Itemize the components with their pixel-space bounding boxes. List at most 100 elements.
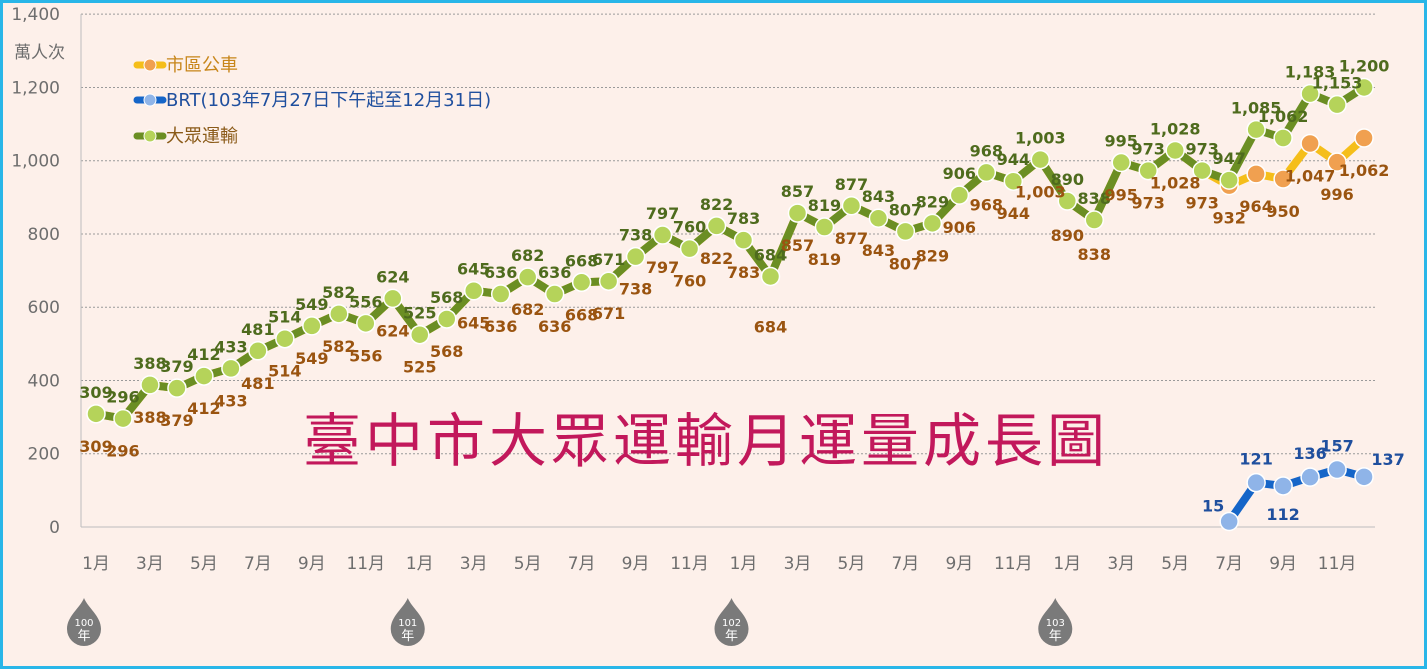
data-label: 973 — [1185, 194, 1218, 213]
series-layer — [86, 77, 1374, 532]
data-label: 136 — [1293, 444, 1326, 463]
data-label: 582 — [322, 337, 355, 356]
data-point — [490, 284, 511, 304]
data-point — [1030, 149, 1051, 170]
year-marker: 103年 — [1038, 598, 1073, 646]
data-point — [1003, 171, 1024, 191]
data-label: 645 — [457, 314, 490, 333]
data-label: 556 — [349, 292, 382, 311]
data-label: 671 — [592, 304, 625, 323]
data-point — [1273, 169, 1293, 189]
legend-label: 大眾運輸 — [166, 126, 238, 147]
data-label: 481 — [241, 320, 274, 339]
data-point — [679, 238, 700, 259]
x-tick-label: 9月 — [298, 554, 326, 574]
legend-entry: BRT(103年7月27日下午起至12月31日) — [133, 90, 491, 111]
y-tick-label: 200 — [28, 445, 60, 465]
data-label: 525 — [403, 304, 436, 323]
data-point — [1084, 210, 1105, 230]
data-point — [787, 203, 808, 223]
data-label: 822 — [700, 195, 733, 214]
data-label: 973 — [1132, 194, 1165, 213]
data-label: 843 — [862, 187, 895, 206]
chart-svg: 0 200 400 600 800 1,000 1,200 1,400 萬人次 1月 3月 5月 7… — [11, 5, 1405, 646]
data-label: 684 — [754, 317, 787, 336]
x-tick-label: 7月 — [244, 554, 272, 574]
data-label: 947 — [1212, 149, 1245, 168]
y-tick-label: 1,200 — [11, 78, 60, 98]
data-label: 843 — [862, 241, 895, 260]
data-label: 121 — [1239, 450, 1272, 469]
data-label: 671 — [592, 250, 625, 269]
data-label: 568 — [430, 288, 463, 307]
data-label: 296 — [106, 442, 139, 461]
data-label: 1,085 — [1231, 99, 1282, 118]
data-point — [1246, 119, 1266, 140]
x-tick-label: 9月 — [1269, 554, 1297, 574]
data-label: 760 — [673, 218, 706, 237]
data-label: 944 — [997, 204, 1030, 223]
data-point — [1111, 152, 1131, 173]
data-label: 797 — [646, 204, 679, 223]
data-label: 668 — [565, 305, 598, 324]
data-point — [383, 288, 403, 309]
data-label: 1,028 — [1150, 173, 1201, 192]
data-label: 112 — [1266, 505, 1299, 524]
year-word: 年 — [77, 629, 90, 644]
data-label: 973 — [1132, 140, 1165, 159]
data-label: 636 — [484, 263, 517, 282]
data-label: 309 — [79, 437, 112, 456]
data-label: 137 — [1371, 450, 1404, 469]
x-tick-label: 5月 — [190, 554, 218, 574]
data-label: 1,062 — [1339, 161, 1390, 180]
data-label: 668 — [565, 251, 598, 270]
data-label: 1,062 — [1258, 107, 1309, 126]
legend-swatch-marker — [143, 129, 157, 143]
data-label: 968 — [970, 141, 1003, 160]
data-point — [841, 196, 862, 216]
data-label: 964 — [1239, 197, 1272, 216]
data-point — [571, 272, 592, 293]
data-point — [1354, 467, 1374, 487]
data-label: 738 — [619, 280, 652, 299]
data-label: 624 — [376, 267, 409, 286]
year-badge — [1038, 598, 1073, 646]
x-tick-label: 1月 — [1053, 554, 1081, 574]
x-tick-label: 11月 — [346, 554, 385, 574]
data-point — [1192, 160, 1212, 181]
x-tick-label: 11月 — [1318, 554, 1357, 574]
data-point — [652, 225, 673, 245]
x-tick-label: 3月 — [460, 554, 488, 574]
data-label: 968 — [970, 195, 1003, 214]
data-label: 819 — [808, 196, 841, 215]
data-label: 932 — [1212, 209, 1245, 228]
legend-label: 市區公車 — [166, 55, 238, 76]
data-label: 296 — [106, 388, 139, 407]
data-point — [1300, 467, 1320, 487]
year-number: 103 — [1046, 618, 1065, 629]
data-label: 838 — [1078, 189, 1111, 208]
data-point — [1300, 83, 1320, 104]
y-unit-label: 萬人次 — [14, 43, 65, 63]
data-point — [598, 271, 619, 291]
y-tick-labels: 0 200 400 600 800 1,000 1,200 1,400 — [11, 5, 60, 538]
data-label: 645 — [457, 260, 490, 279]
data-label: 906 — [943, 164, 976, 183]
data-label: 157 — [1320, 436, 1353, 455]
data-point — [463, 280, 484, 301]
year-word: 年 — [401, 629, 414, 644]
x-tick-label: 1月 — [406, 554, 434, 574]
data-point — [356, 313, 376, 334]
data-label: 783 — [727, 209, 760, 228]
year-number: 100 — [74, 618, 93, 629]
x-tick-label: 9月 — [622, 554, 650, 574]
y-tick-label: 1,000 — [11, 152, 60, 172]
data-point — [1246, 472, 1266, 493]
data-label: 890 — [1051, 226, 1084, 245]
data-label: 1,003 — [1015, 129, 1066, 148]
legend-entry: 市區公車 — [133, 55, 238, 76]
data-label: 973 — [1185, 140, 1218, 159]
data-point — [922, 213, 943, 234]
